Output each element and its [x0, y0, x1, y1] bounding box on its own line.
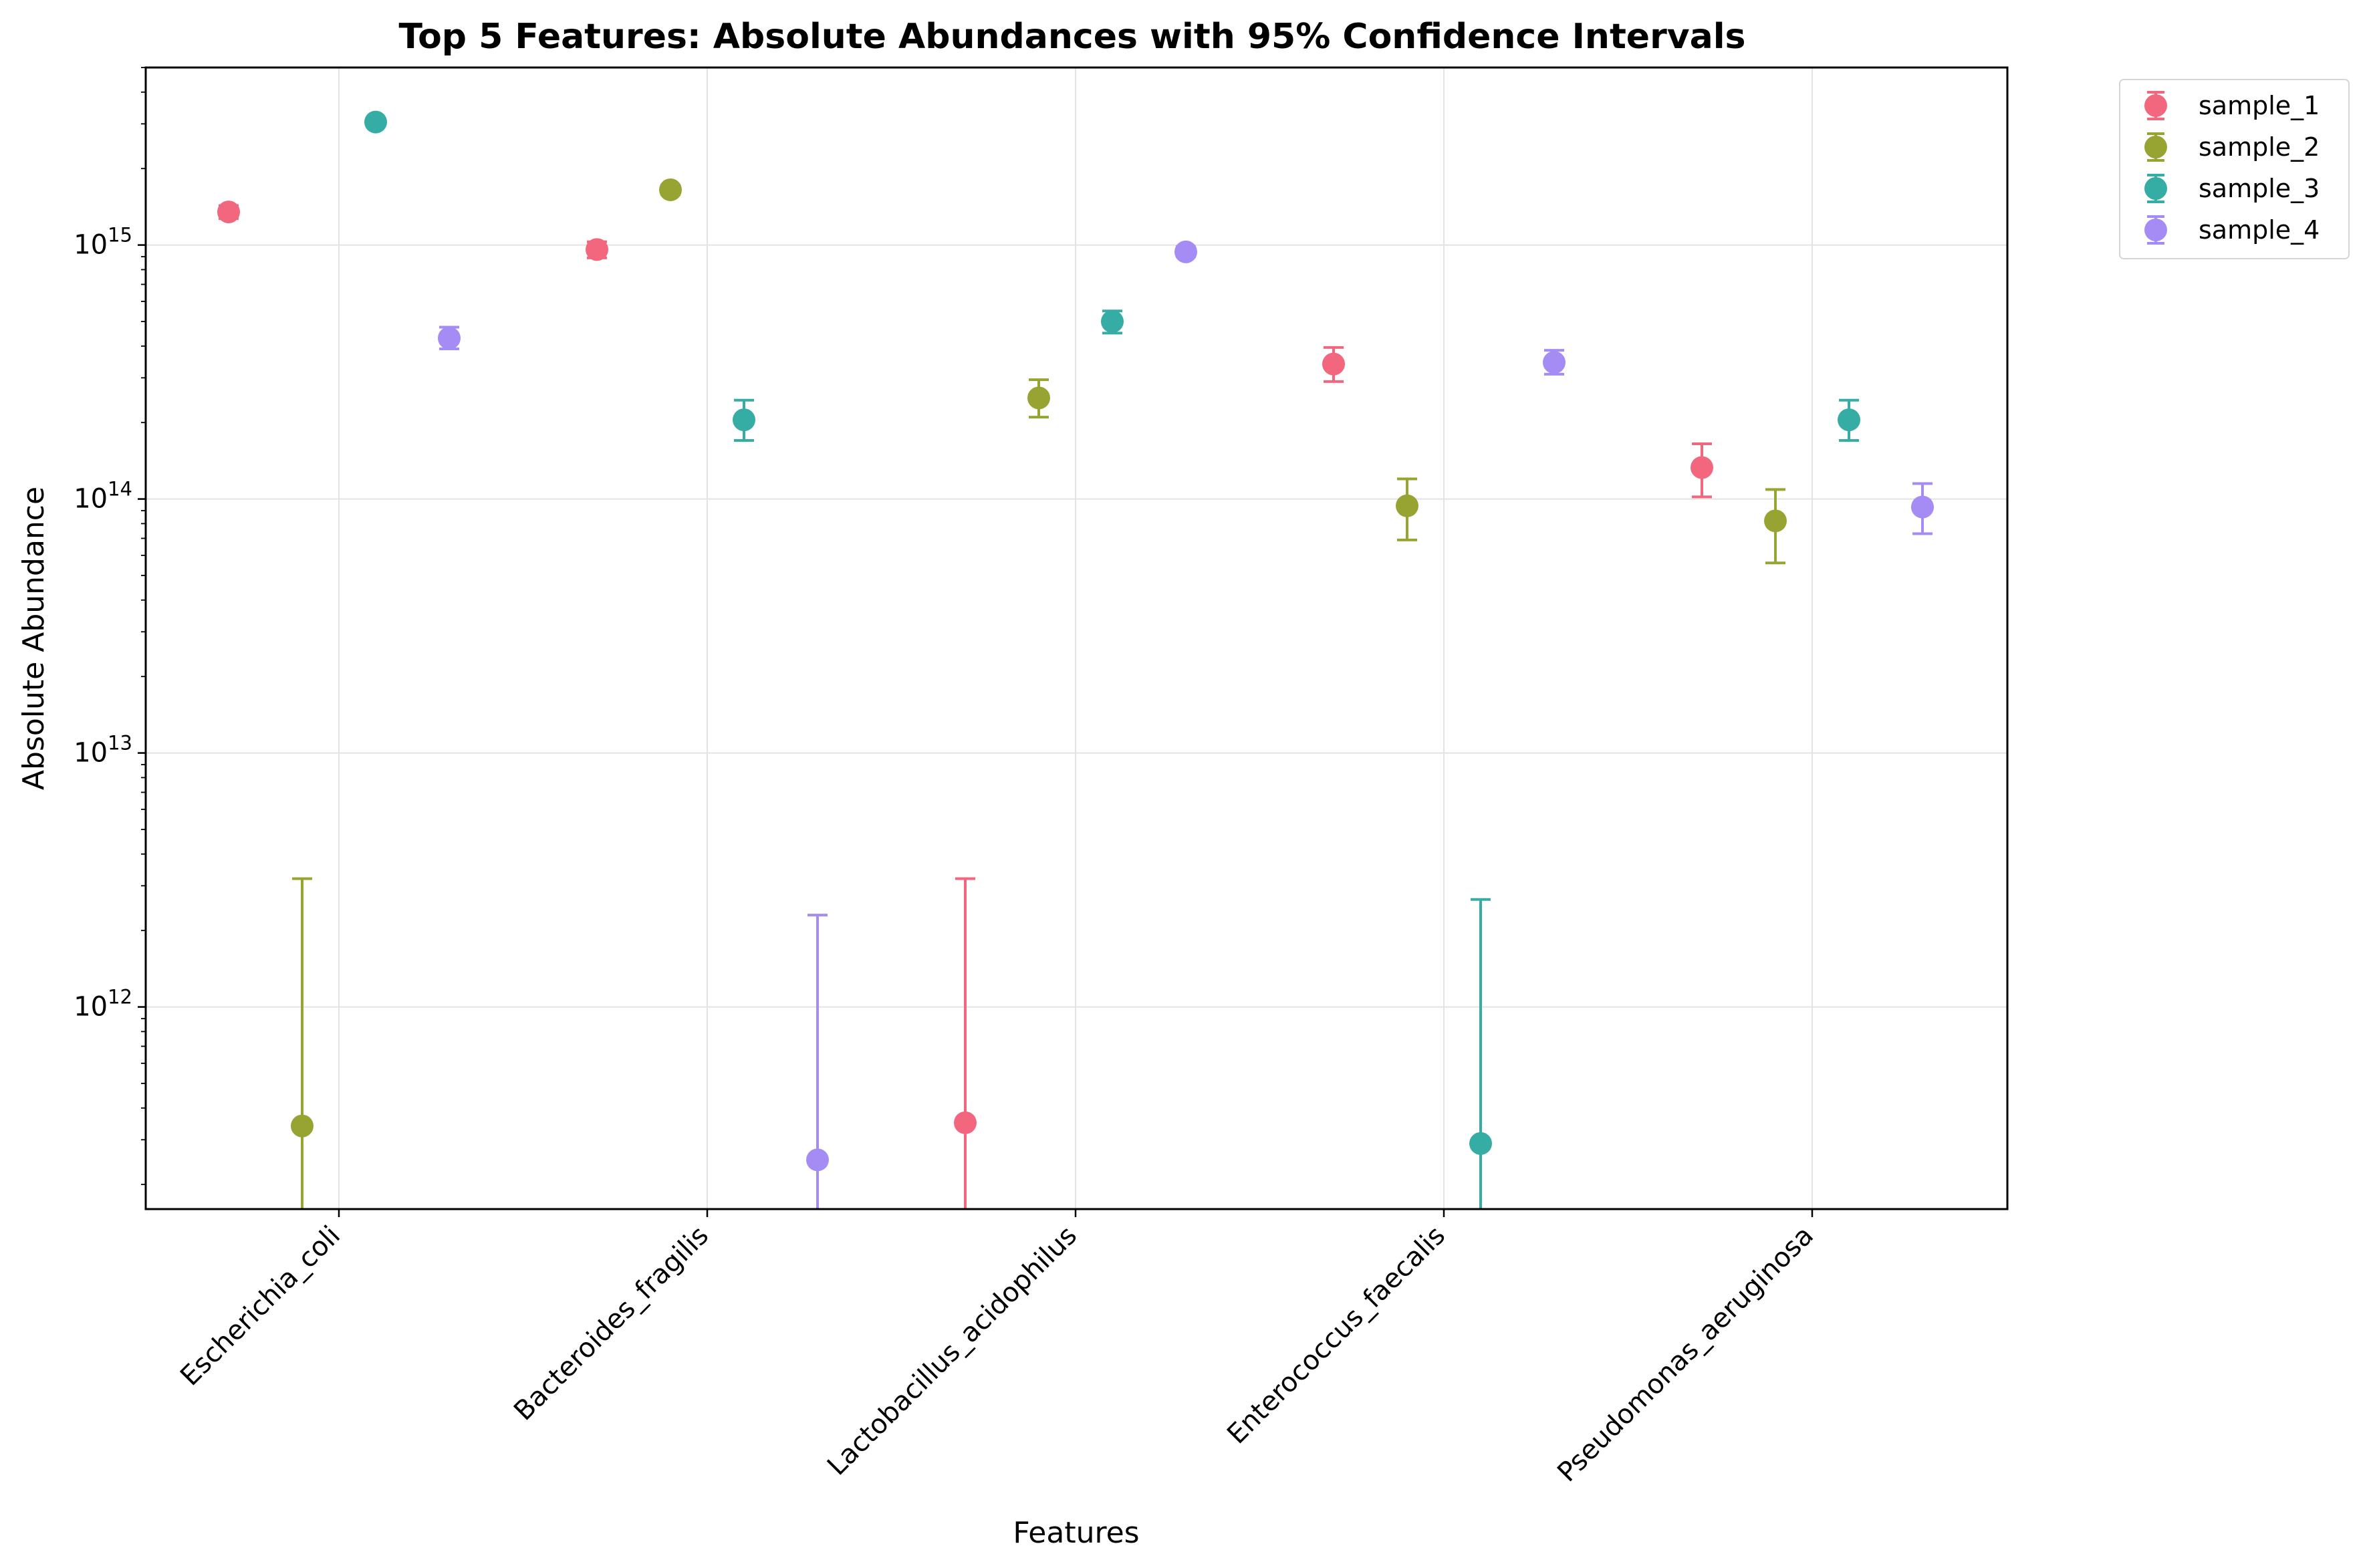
- y-tick-label: 1014: [74, 478, 132, 515]
- legend-marker: [2144, 136, 2167, 158]
- data-point: [733, 408, 755, 432]
- data-point: [1469, 1132, 1492, 1155]
- x-axis-label: Features: [1013, 1516, 1139, 1550]
- data-point: [1764, 509, 1787, 533]
- legend-marker: [2144, 219, 2167, 241]
- legend-label: sample_4: [2199, 215, 2320, 245]
- data-point: [806, 1148, 829, 1172]
- y-tick-label: 1012: [74, 986, 132, 1023]
- data-point: [1174, 240, 1197, 263]
- data-point: [1838, 408, 1860, 432]
- data-point: [659, 178, 682, 201]
- plot-frame: [144, 66, 2009, 1210]
- data-point: [1027, 386, 1050, 410]
- grid: [146, 68, 2007, 1209]
- data-point: [1543, 351, 1566, 374]
- x-tick-label: Lactobacillus_acidophilus: [822, 1220, 1083, 1482]
- x-axis: Escherichia_coli Bacteroides_fragilis Lact…: [174, 1209, 1820, 1488]
- y-tick-label: 1015: [74, 224, 132, 261]
- data-point: [1322, 352, 1345, 376]
- legend-label: sample_2: [2199, 132, 2320, 162]
- y-axis-label: Absolute Abundance: [17, 487, 51, 790]
- data-point: [1691, 456, 1713, 479]
- data-point: [586, 238, 608, 261]
- data-point: [1396, 494, 1418, 517]
- legend-label: sample_1: [2199, 91, 2320, 120]
- data-point: [217, 201, 240, 224]
- data-point: [364, 110, 387, 134]
- y-tick-label: 1013: [74, 732, 132, 769]
- legend-marker: [2144, 177, 2167, 200]
- data-point: [291, 1114, 314, 1138]
- x-tick-label: Pseudomonas_aeruginosa: [1551, 1220, 1820, 1488]
- legend-label: sample_3: [2199, 174, 2320, 203]
- data-point: [954, 1111, 977, 1134]
- chart-title: Top 5 Features: Absolute Abundances with…: [399, 17, 1746, 57]
- data-marks: [217, 110, 1934, 1209]
- data-point: [1911, 495, 1934, 519]
- x-tick-label: Enterococcus_faecalis: [1221, 1220, 1451, 1450]
- legend-box: [2119, 79, 2350, 259]
- legend-marker: [2144, 94, 2167, 117]
- x-tick-label: Bacteroides_fragilis: [508, 1220, 715, 1427]
- y-axis: 1012 1013 1014 1015: [74, 67, 146, 1186]
- data-point: [1101, 309, 1124, 333]
- legend: sample_1 sample_2 sample_3 sample_4: [2119, 79, 2350, 259]
- data-point: [438, 326, 461, 350]
- x-tick-label: Escherichia_coli: [174, 1220, 346, 1392]
